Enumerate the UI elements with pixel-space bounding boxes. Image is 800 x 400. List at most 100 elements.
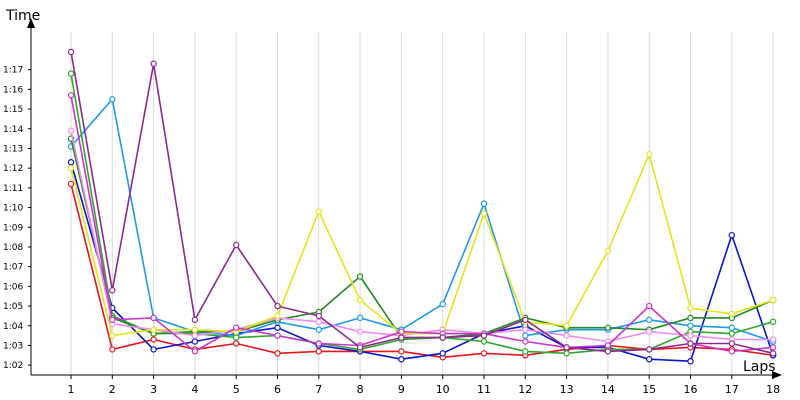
series-line [70, 73, 774, 355]
data-point [150, 314, 157, 322]
series-line [70, 95, 774, 353]
data-point [315, 348, 322, 355]
x-tick-label: 15 [642, 383, 656, 396]
data-point [150, 60, 157, 67]
data-point [315, 318, 322, 326]
data-point [232, 241, 240, 249]
x-tick-label: 3 [150, 383, 157, 396]
data-point [274, 302, 281, 310]
data-point [439, 334, 446, 341]
data-point [522, 332, 529, 339]
y-tick-label: 1:13 [3, 144, 23, 154]
series-line [70, 138, 774, 339]
data-point [150, 346, 157, 353]
x-tick-label: 16 [684, 383, 698, 396]
series-line [70, 162, 774, 363]
data-point [109, 96, 116, 103]
data-point [67, 159, 75, 166]
y-tick-label: 1:02 [3, 361, 23, 371]
data-point [274, 324, 281, 331]
x-tick-label: 7 [315, 383, 322, 396]
x-tick-label: 9 [398, 383, 405, 396]
y-tick-label: 1:15 [3, 105, 23, 115]
x-tick-label: 1 [68, 383, 75, 396]
data-point [728, 330, 736, 337]
x-axis-arrow [772, 371, 782, 379]
data-point [191, 326, 199, 333]
series-line [70, 51, 774, 355]
data-point [563, 350, 570, 357]
data-point [687, 314, 694, 322]
y-tick-label: 1:06 [3, 282, 23, 292]
data-point [687, 358, 694, 365]
series-layer [67, 48, 777, 365]
y-tick-label: 1:05 [3, 302, 23, 312]
data-point [522, 316, 529, 324]
y-tick-label: 1:10 [3, 204, 23, 214]
y-tick-label: 1:09 [3, 223, 23, 233]
y-tick-label: 1:03 [3, 341, 23, 351]
data-point [646, 316, 653, 324]
series-8 [67, 92, 777, 355]
data-point [687, 322, 694, 329]
x-tick-label: 12 [518, 383, 532, 396]
series-3 [67, 96, 777, 345]
data-point [274, 332, 281, 339]
data-point [398, 328, 405, 335]
x-tick-label: 4 [191, 383, 198, 396]
data-point [728, 348, 736, 355]
data-point [315, 326, 322, 333]
series-line [70, 153, 774, 337]
data-point [563, 344, 570, 351]
data-point [150, 336, 157, 343]
data-point [356, 344, 364, 351]
data-point [356, 314, 364, 322]
data-point [315, 340, 322, 347]
data-point [687, 332, 694, 339]
data-point [563, 332, 570, 339]
y-tick-label: 1:08 [3, 243, 23, 253]
data-point [728, 310, 736, 318]
series-6 [67, 127, 777, 345]
data-point [274, 350, 281, 357]
data-point [67, 127, 75, 134]
data-point [67, 92, 75, 99]
y-tick-label: 1:16 [3, 85, 23, 95]
data-point [150, 326, 157, 333]
x-tick-label: 14 [601, 383, 615, 396]
data-point [109, 346, 116, 353]
data-point [315, 208, 322, 215]
data-point [480, 338, 488, 345]
data-point [67, 180, 75, 188]
data-point [356, 273, 364, 280]
series-5 [67, 135, 777, 341]
data-point [398, 334, 405, 341]
data-point [232, 334, 240, 341]
data-point [604, 247, 612, 255]
data-point [522, 348, 529, 355]
data-point [109, 316, 116, 324]
data-point [769, 318, 777, 326]
x-tick-label: 6 [274, 383, 281, 396]
y-tick-label: 1:07 [3, 263, 23, 273]
data-point [315, 312, 322, 320]
x-tick-label: 10 [436, 383, 450, 396]
data-point [646, 356, 653, 363]
data-point [191, 332, 199, 339]
data-point [356, 328, 364, 335]
data-point [728, 340, 736, 347]
data-point [769, 336, 777, 343]
data-point [232, 340, 240, 347]
data-point [439, 350, 446, 357]
series-line [70, 130, 774, 343]
data-point [769, 296, 777, 304]
data-point [274, 312, 281, 320]
data-point [480, 200, 488, 207]
x-tick-label: 5 [233, 383, 240, 396]
data-point [67, 164, 75, 172]
data-point [109, 332, 116, 339]
data-point [398, 348, 405, 355]
data-point [522, 338, 529, 345]
ticks-layer: 1 2 3 4 5 6 7 8 9 10 11 12 13 14 15 16 17 181:021:031:041… [3, 66, 780, 396]
